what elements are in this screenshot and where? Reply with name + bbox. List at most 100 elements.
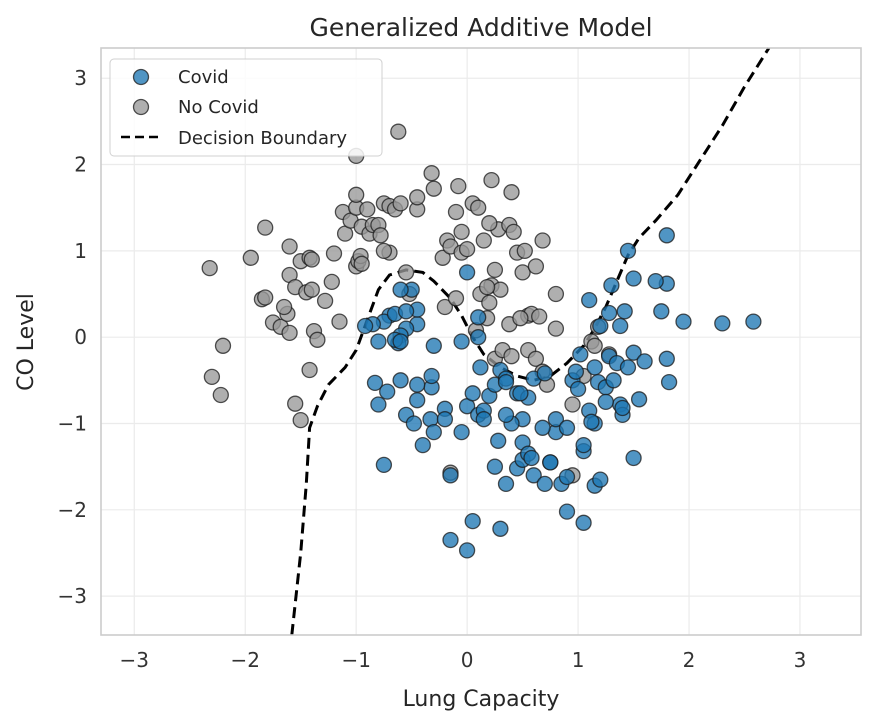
covid-point (492, 520, 509, 537)
no-covid-point (492, 281, 509, 298)
y-tick-label: −3 (58, 584, 87, 608)
covid-point (605, 372, 622, 389)
covid-point (370, 396, 387, 413)
covid-point (597, 393, 614, 411)
no-covid-point (481, 215, 498, 232)
y-tick-label: 0 (74, 325, 87, 349)
no-covid-point (458, 240, 476, 258)
no-covid-point (486, 261, 504, 279)
covid-point (423, 367, 440, 385)
no-covid-point (397, 264, 415, 281)
no-covid-point (316, 292, 334, 310)
covid-point (636, 353, 653, 370)
covid-point (647, 272, 664, 290)
no-covid-point (203, 368, 221, 386)
no-covid-point (303, 251, 320, 268)
covid-point (523, 449, 540, 467)
covid-point (436, 411, 454, 428)
legend-decision-boundary-label: Decision Boundary (178, 128, 347, 149)
covid-point (536, 365, 553, 382)
no-covid-point (275, 298, 293, 316)
covid-point (442, 531, 459, 549)
covid-point (583, 413, 600, 430)
no-covid-point (436, 298, 454, 316)
no-covid-point (527, 258, 545, 275)
no-covid-point (242, 249, 259, 266)
no-covid-point (547, 320, 565, 337)
no-covid-point (516, 242, 533, 260)
x-tick-label: 1 (572, 648, 585, 672)
no-covid-point (372, 227, 389, 244)
decision-boundary-layer (290, 47, 771, 636)
plot-frame (100, 47, 862, 636)
covid-point (653, 303, 670, 320)
y-tick-label: −1 (58, 412, 87, 436)
no-covid-point (409, 189, 426, 206)
no-covid-point (503, 184, 520, 201)
covid-point (625, 270, 642, 287)
covid-point (356, 317, 374, 335)
y-tick-label: 1 (74, 239, 87, 263)
covid-point (458, 542, 476, 559)
covid-point (581, 291, 598, 309)
covid-point (558, 503, 576, 520)
covid-point (453, 423, 470, 441)
no-covid-point (281, 324, 298, 342)
covid-point (660, 373, 678, 391)
x-tick-labels: −3 −2 −1 0 1 2 3 (120, 648, 807, 672)
covid-point (409, 392, 426, 409)
covid-point (442, 467, 459, 484)
covid-point (569, 380, 587, 398)
covid-point (425, 337, 442, 354)
covid-point (409, 376, 426, 393)
no-covid-point (309, 331, 326, 348)
covid-point (366, 374, 384, 392)
no-covid-point (475, 232, 492, 249)
no-covid-point (470, 199, 487, 216)
no-covid-point (531, 308, 548, 325)
covid-point (558, 468, 576, 486)
no-covid-point (303, 281, 320, 298)
x-tick-label: 3 (794, 648, 807, 672)
no-covid-point (447, 290, 465, 307)
no-covid-point (478, 278, 496, 296)
legend-no-covid-marker (132, 98, 150, 116)
covid-point (370, 333, 387, 350)
covid-point (547, 411, 565, 428)
no-covid-point (257, 219, 274, 236)
covid-point (675, 313, 692, 330)
covid-point (497, 406, 515, 424)
no-covid-point (359, 201, 376, 218)
covid-point (470, 329, 487, 346)
covid-point (397, 303, 415, 320)
no-covid-point (512, 310, 529, 327)
covid-point (575, 436, 592, 454)
no-covid-point (564, 396, 581, 413)
no-covid-point (325, 245, 343, 262)
covid-point (534, 419, 551, 436)
covid-point (453, 333, 470, 350)
covid-point (525, 467, 542, 484)
no-covid-point (292, 411, 309, 429)
no-covid-point (390, 123, 407, 140)
no-covid-point (201, 259, 218, 277)
covid-point (379, 383, 396, 400)
no-covid-point (348, 186, 365, 203)
x-tick-label: 2 (683, 648, 696, 672)
no-covid-point (434, 249, 451, 266)
covid-point (497, 373, 515, 391)
no-covid-point (483, 171, 500, 189)
no-covid-point (447, 203, 465, 221)
covid-point (625, 449, 642, 467)
no-covid-point (392, 195, 409, 212)
legend-covid-label: Covid (178, 67, 229, 88)
covid-point (658, 227, 675, 244)
covid-point (425, 423, 442, 441)
covid-point (616, 303, 633, 320)
y-tick-label: −2 (58, 498, 87, 522)
covid-point (464, 385, 481, 402)
covid-point (567, 363, 585, 380)
x-tick-label: −2 (230, 648, 259, 672)
covid-point (630, 391, 648, 408)
covid-point (490, 432, 507, 449)
